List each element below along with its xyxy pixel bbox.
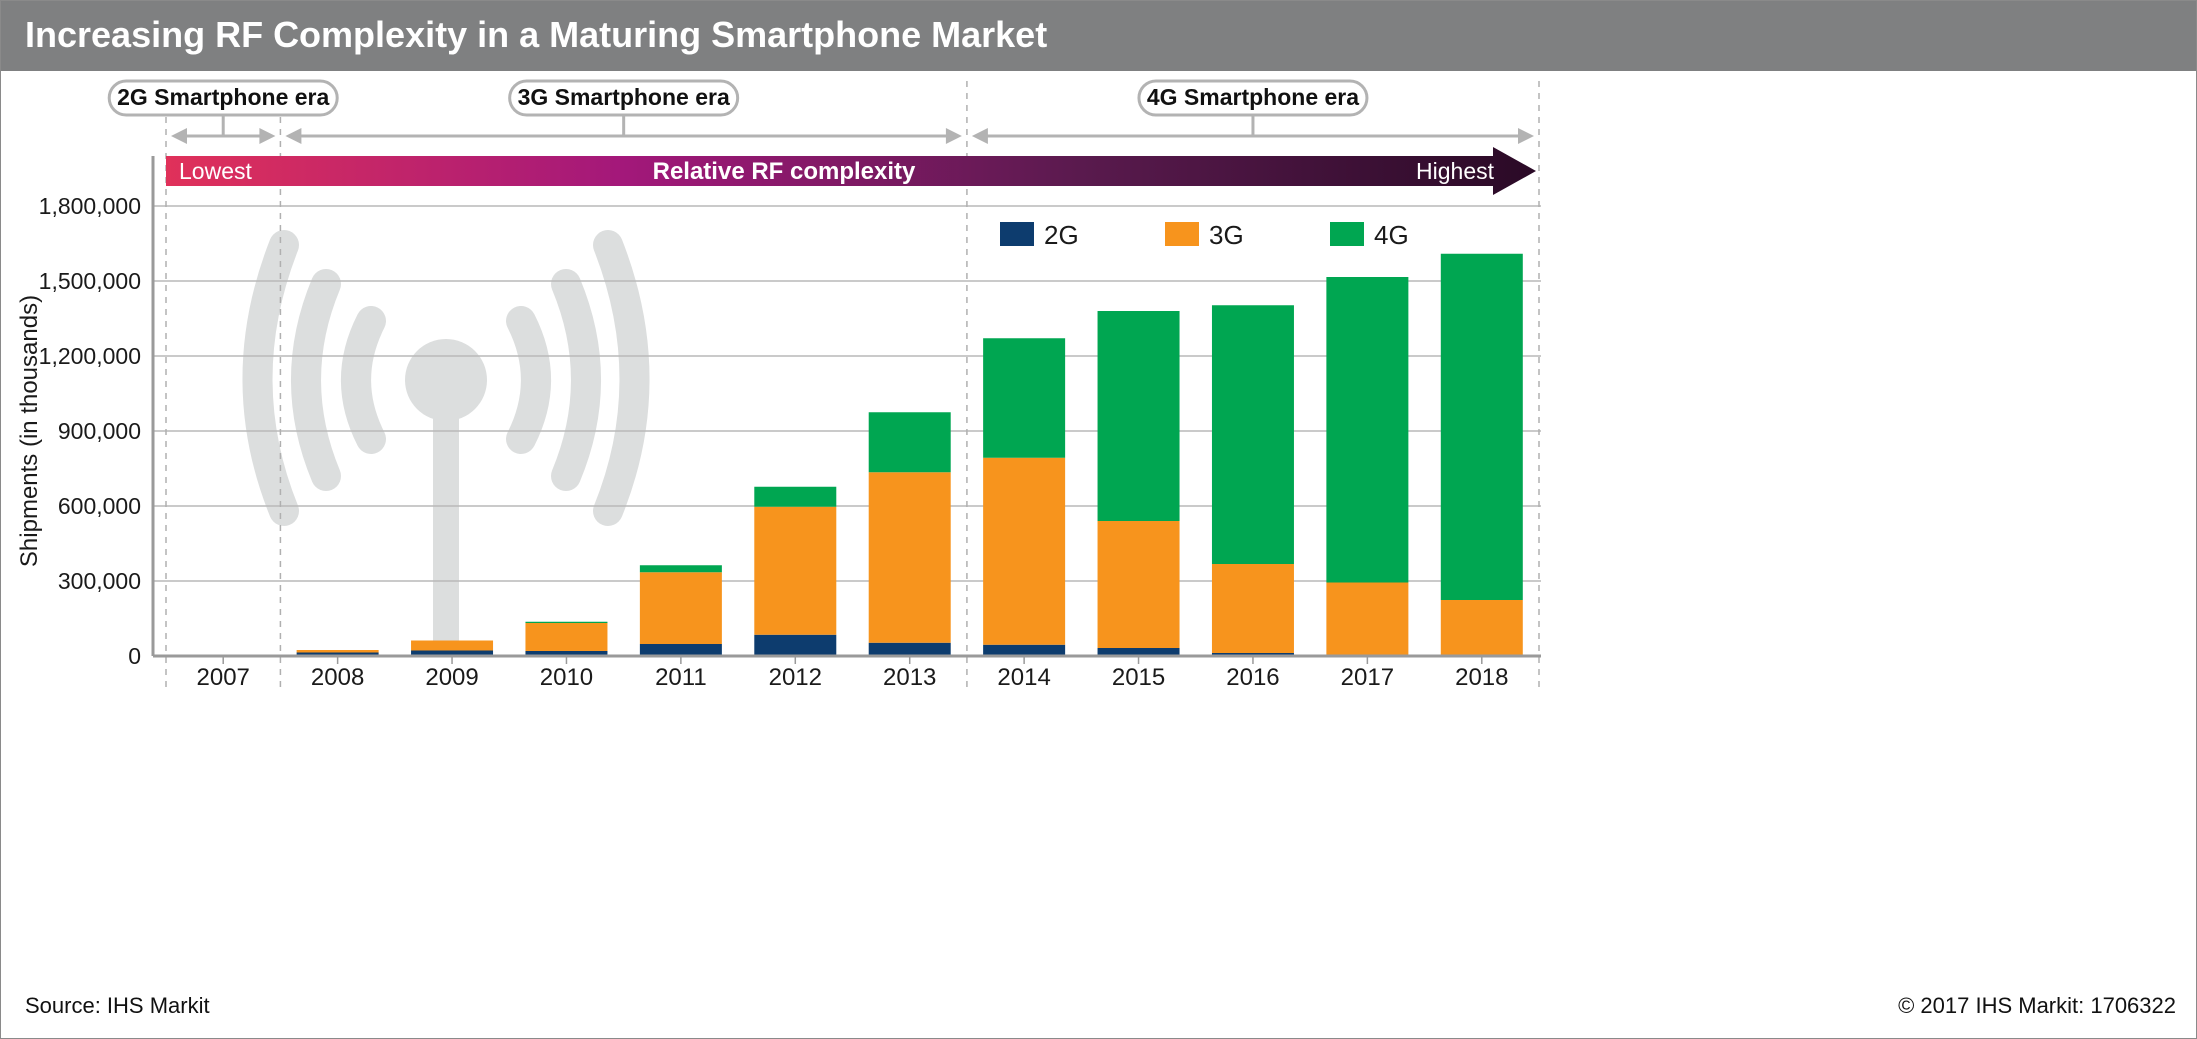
x-tick-label: 2017 (1341, 664, 1394, 691)
x-tick-label: 2011 (655, 664, 707, 691)
bar-stacks (182, 253, 1523, 656)
bar-4g-2015 (1097, 311, 1180, 521)
x-tick-label: 2012 (769, 664, 822, 691)
x-tick-label: 2016 (1226, 664, 1279, 691)
complexity-arrow (166, 147, 1536, 195)
y-tick-label: 1,800,000 (39, 193, 141, 219)
radio-signal-icon (242, 230, 650, 656)
bar-4g-2016 (1211, 305, 1294, 564)
bar-2g-2009 (411, 650, 494, 656)
x-tick-label: 2009 (425, 664, 478, 691)
signal-wave-3 (291, 269, 341, 491)
era-bands: Lowest Relative RF complexity Highest 2G Sm… (107, 79, 1540, 691)
x-tick-label: 2008 (311, 664, 364, 691)
legend-label-3g: 3G (1209, 220, 1244, 250)
bar-4g-2014 (983, 338, 1066, 458)
y-axis-title: Shipments (in thousands) (16, 295, 43, 567)
signal-wave-6 (593, 230, 650, 526)
era-pill (1137, 79, 1369, 117)
legend-swatch-2g (1000, 222, 1034, 246)
gridlines (153, 205, 1541, 582)
x-tick-label: 2007 (197, 664, 250, 691)
bar-3g-2018 (1440, 600, 1523, 656)
chart-title: Increasing RF Complexity in a Maturing S… (25, 14, 1048, 55)
bar-4g-2018 (1440, 253, 1523, 600)
era-arrowhead-right (1518, 128, 1534, 144)
bar-3g-2008 (296, 650, 379, 653)
bar-3g-2017 (1326, 582, 1409, 655)
bar-4g-2013 (868, 412, 951, 473)
bar-4g-2010 (525, 621, 608, 623)
bar-3g-2010 (525, 623, 608, 651)
era-label: 4G Smartphone era (1147, 84, 1359, 110)
antenna-head (405, 339, 487, 421)
bar-3g-2012 (754, 506, 837, 635)
signal-wave-5 (242, 230, 299, 526)
signal-wave-2 (506, 306, 551, 454)
source-note: Source: IHS Markit (25, 993, 210, 1018)
era-arrowhead-left (171, 128, 187, 144)
bar-3g-2009 (411, 640, 494, 651)
legend-swatch-4g (1330, 222, 1364, 246)
complexity-high-label: Highest (1416, 158, 1495, 184)
bar-2g-2015 (1097, 648, 1180, 656)
complexity-center-label: Relative RF complexity (653, 158, 916, 185)
x-tick-label: 2014 (997, 664, 1050, 691)
bar-3g-2011 (639, 572, 722, 644)
x-tick-label: 2013 (883, 664, 936, 691)
bar-2g-2012 (754, 634, 837, 656)
era-pill (107, 79, 339, 117)
bar-3g-2016 (1211, 564, 1294, 653)
complexity-low-label: Lowest (179, 158, 252, 184)
y-tick-label: 600,000 (58, 493, 141, 519)
bar-2g-2010 (525, 651, 608, 656)
legend-label-4g: 4G (1374, 220, 1409, 250)
title-bar: Increasing RF Complexity in a Maturing S… (1, 1, 2196, 71)
signal-wave-4 (551, 269, 601, 491)
era-arrowhead-left (971, 128, 988, 144)
bar-3g-2014 (983, 457, 1066, 645)
axes: 0 300,000 600,000 900,000 1,200,000 1,500,000… (16, 156, 1541, 691)
bar-2g-2011 (639, 644, 722, 656)
bar-2g-2013 (868, 642, 951, 656)
y-tick-label: 1,500,000 (39, 268, 141, 294)
bar-4g-2012 (754, 486, 837, 507)
y-tick-label: 900,000 (58, 418, 141, 444)
legend-label-2g: 2G (1044, 220, 1079, 250)
x-tick-label: 2015 (1112, 664, 1165, 691)
legend-swatch-3g (1165, 222, 1199, 246)
bar-3g-2013 (868, 472, 951, 643)
y-tick-label: 0 (128, 643, 141, 669)
y-tick-label: 300,000 (58, 568, 141, 594)
y-tick-label: 1,200,000 (39, 343, 141, 369)
bar-4g-2017 (1326, 277, 1409, 583)
signal-wave-1 (341, 306, 386, 454)
bar-3g-2015 (1097, 521, 1180, 648)
bar-2g-2008 (296, 652, 379, 656)
antenna-mast (433, 381, 459, 656)
legend: 2G 3G 4G (1000, 220, 1409, 250)
x-tick-label: 2010 (540, 664, 593, 691)
x-tick-label: 2018 (1455, 664, 1508, 691)
era-arrowhead-right (945, 128, 962, 144)
bar-2g-2014 (983, 644, 1066, 656)
era-label: 3G Smartphone era (518, 84, 730, 110)
era-label: 2G Smartphone era (117, 84, 329, 110)
era-arrowhead-right (259, 128, 276, 144)
era-pill (508, 79, 740, 117)
bar-4g-2011 (639, 565, 722, 573)
era-arrowhead-left (285, 128, 302, 144)
copyright-note: © 2017 IHS Markit: 1706322 (1898, 993, 2176, 1018)
